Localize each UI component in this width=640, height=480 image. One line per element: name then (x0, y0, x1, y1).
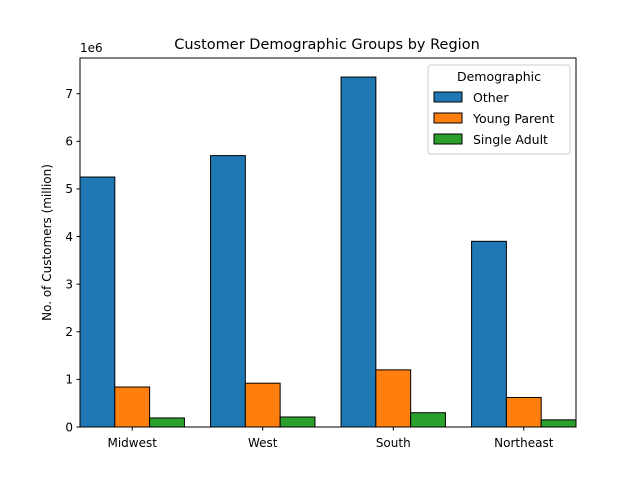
y-axis: 0 1 2 3 4 5 6 7 (65, 87, 80, 434)
y-tick-label: 4 (65, 230, 73, 244)
legend-title: Demographic (457, 69, 541, 84)
y-tick-label: 1 (65, 373, 73, 387)
bar-south-other (340, 76, 377, 428)
y-tick-label: 7 (65, 87, 73, 101)
legend-label-single-adult: Single Adult (473, 132, 548, 147)
bar-northeast-young-parent (505, 396, 542, 428)
y-tick-label: 3 (65, 277, 73, 291)
legend-label-young-parent: Young Parent (472, 111, 554, 126)
y-offset-text: 1e6 (80, 41, 103, 55)
bar-midwest-young-parent (114, 386, 151, 428)
chart-title: Customer Demographic Groups by Region (174, 37, 480, 53)
bar-northeast-single-adult (540, 419, 577, 428)
plot-frame (79, 57, 577, 428)
x-tick-label-northeast: Northeast (494, 436, 554, 450)
y-tick-label: 0 (65, 420, 73, 434)
y-tick-label: 5 (65, 182, 73, 196)
legend-swatch-single-adult (433, 133, 463, 145)
legend: Demographic Other Young Parent Single Adult (427, 64, 571, 155)
bar-west-young-parent (244, 382, 281, 428)
bar-northeast-other (471, 240, 507, 428)
x-tick-label-west: West (248, 436, 278, 450)
y-tick-label: 2 (65, 325, 73, 339)
legend-box (427, 64, 571, 155)
y-tick-label: 6 (65, 135, 73, 149)
legend-swatch-other (433, 91, 463, 103)
legend-swatch-young-parent (433, 112, 463, 124)
y-axis-label: No. of Customers (million) (40, 164, 54, 321)
x-axis: Midwest West South Northeast (107, 427, 554, 450)
bar-west-other (210, 155, 246, 428)
legend-label-other: Other (473, 90, 509, 105)
bar-south-single-adult (410, 412, 446, 428)
x-tick-label-south: South (376, 436, 411, 450)
bar-midwest-single-adult (149, 417, 185, 428)
bars-layer (79, 76, 577, 428)
bar-south-young-parent (375, 369, 412, 428)
x-tick-label-midwest: Midwest (107, 436, 157, 450)
bar-west-single-adult (279, 416, 316, 428)
bar-midwest-other (79, 176, 116, 428)
